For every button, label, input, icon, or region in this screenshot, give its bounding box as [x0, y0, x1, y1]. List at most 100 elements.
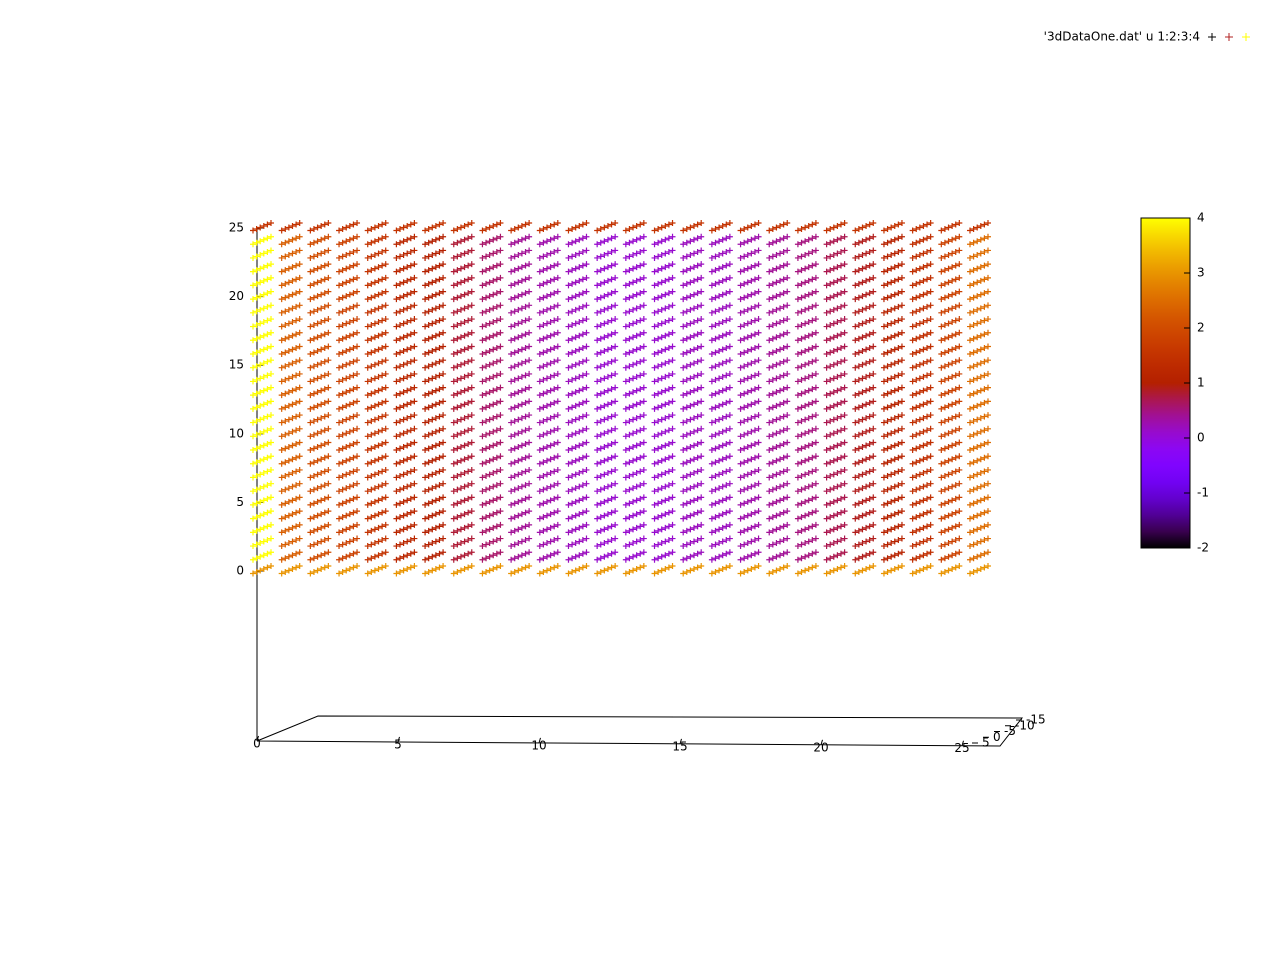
data-point: [823, 494, 848, 508]
data-point: [880, 261, 905, 275]
data-point: [909, 453, 934, 467]
data-point: [278, 398, 303, 412]
data-point: [938, 398, 963, 412]
data-point: [708, 466, 733, 481]
data-point: [479, 439, 504, 454]
data-point: [450, 288, 475, 303]
data-point: [565, 247, 590, 261]
data-point: [967, 247, 991, 261]
data-point: [594, 549, 619, 563]
data-point: [880, 521, 905, 536]
data-point: [250, 425, 274, 440]
data-point: [967, 494, 991, 508]
data-point: [794, 384, 819, 399]
data-point: [450, 247, 475, 261]
data-point: [823, 453, 848, 467]
data-point: [393, 329, 418, 344]
data-point: [909, 261, 934, 275]
data-point: [422, 357, 447, 371]
data-point: [594, 288, 619, 303]
data-point: [880, 357, 905, 371]
data-point: [393, 233, 418, 248]
data-point: [766, 549, 791, 563]
data-point: [794, 563, 819, 577]
data-point: [336, 316, 361, 330]
data-point: [766, 261, 791, 275]
data-point: [852, 261, 877, 275]
data-point: [967, 384, 991, 399]
data-point: [508, 412, 533, 426]
data-point: [336, 535, 361, 550]
data-point: [307, 261, 332, 275]
data-point: [307, 302, 332, 316]
z-tick-label: 25: [229, 221, 244, 235]
data-point: [708, 316, 733, 330]
data-point: [938, 494, 963, 508]
data-point: [852, 316, 877, 330]
data-point: [909, 494, 934, 508]
data-point: [565, 329, 590, 344]
data-point: [938, 535, 963, 550]
data-point: [909, 508, 934, 522]
data-point: [536, 453, 561, 467]
data-point: [909, 563, 934, 577]
data-point: [622, 302, 647, 316]
data-point: [594, 439, 619, 454]
data-point: [708, 233, 733, 248]
data-point: [307, 316, 332, 330]
data-point: [307, 466, 332, 481]
data-point: [250, 370, 274, 385]
data-point: [794, 466, 819, 481]
data-point: [450, 370, 475, 385]
data-point: [278, 521, 303, 536]
data-point: [880, 384, 905, 399]
data-point: [336, 343, 361, 357]
data-point: [880, 466, 905, 481]
data-point: [336, 384, 361, 399]
data-point: [508, 494, 533, 508]
data-point: [364, 261, 389, 275]
data-point: [766, 563, 791, 577]
data-point: [479, 480, 504, 495]
data-point: [278, 247, 303, 261]
data-point: [565, 370, 590, 385]
data-point: [422, 563, 447, 577]
data-point: [680, 398, 705, 412]
data-point: [794, 370, 819, 385]
data-point: [680, 302, 705, 316]
data-point: [393, 302, 418, 316]
data-point: [737, 398, 762, 412]
data-point: [852, 563, 877, 577]
data-point: [336, 494, 361, 508]
data-point: [250, 521, 274, 536]
data-point: [594, 274, 619, 289]
data-point: [880, 302, 905, 316]
data-point: [250, 261, 274, 275]
data-point: [364, 343, 389, 357]
data-point: [938, 425, 963, 440]
data-point: [364, 370, 389, 385]
data-point: [536, 549, 561, 563]
data-point: [565, 274, 590, 289]
data-point: [594, 466, 619, 481]
data-point: [508, 508, 533, 522]
data-point: [307, 521, 332, 536]
data-point: [938, 480, 963, 495]
data-point: [766, 288, 791, 303]
data-point: [737, 274, 762, 289]
data-point: [536, 302, 561, 316]
data-point: [364, 412, 389, 426]
data-points: [250, 220, 991, 577]
data-point: [708, 261, 733, 275]
data-point: [823, 233, 848, 248]
data-point: [450, 425, 475, 440]
data-point: [536, 233, 561, 248]
data-point: [536, 563, 561, 577]
data-point: [479, 357, 504, 371]
data-point: [536, 247, 561, 261]
data-point: [909, 439, 934, 454]
data-point: [536, 439, 561, 454]
data-point: [766, 466, 791, 481]
data-point: [852, 220, 877, 234]
